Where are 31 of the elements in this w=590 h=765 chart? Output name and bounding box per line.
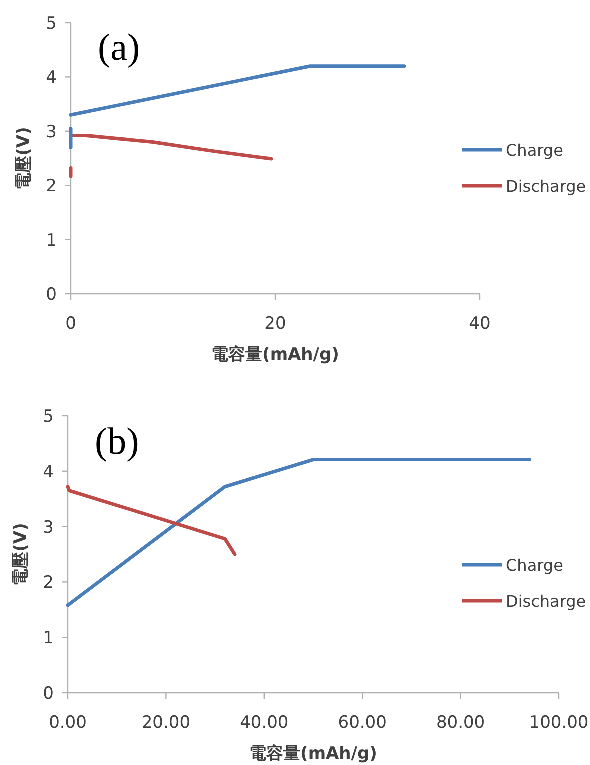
- legend-label: Discharge: [506, 592, 586, 611]
- y-axis-title: 電壓(V): [14, 127, 34, 190]
- annotation: (b): [95, 421, 140, 463]
- y-tick-label: 3: [43, 518, 54, 538]
- x-tick-label: 60.00: [338, 713, 387, 733]
- y-tick-label: 5: [46, 14, 57, 34]
- x-tick-label: 40: [469, 314, 491, 334]
- x-tick-label: 80.00: [436, 713, 486, 733]
- y-tick-label: 4: [43, 462, 54, 482]
- y-tick-label: 1: [43, 628, 54, 649]
- y-tick-label: 5: [43, 407, 54, 427]
- y-tick-label: 1: [46, 230, 57, 251]
- x-tick-label: 0.00: [49, 713, 87, 733]
- y-tick-label: 0: [46, 285, 57, 305]
- x-tick-label: 20.00: [142, 713, 191, 733]
- legend-label: Charge: [506, 556, 564, 575]
- y-tick-label: 4: [46, 68, 57, 88]
- y-tick-label: 3: [46, 122, 57, 142]
- legend-label: Discharge: [506, 177, 586, 196]
- x-tick-label: 100.00: [529, 713, 589, 733]
- annotation: (a): [98, 27, 140, 69]
- x-tick-label: 0: [66, 314, 76, 334]
- y-tick-label: 2: [43, 573, 54, 594]
- y-axis-title: 電壓(V): [11, 523, 31, 586]
- legend-label: Charge: [506, 141, 564, 160]
- x-tick-label: 40.00: [240, 713, 289, 733]
- x-tick-label: 20: [264, 314, 286, 334]
- x-axis-title: 電容量(mAh/g): [250, 744, 378, 764]
- y-tick-label: 2: [46, 176, 57, 197]
- y-tick-label: 0: [43, 684, 54, 704]
- x-axis-title: 電容量(mAh/g): [212, 345, 340, 365]
